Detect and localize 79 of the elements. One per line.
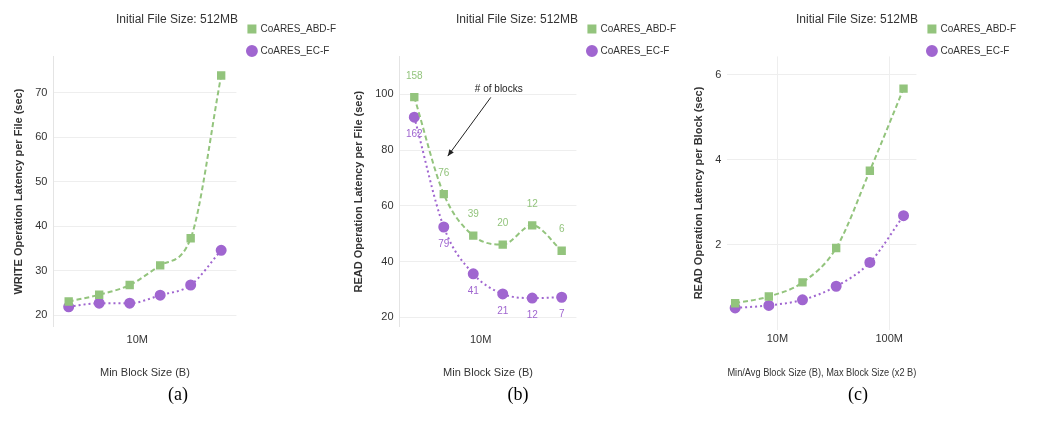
annotation: 39 [467, 208, 480, 220]
point [764, 292, 774, 301]
y-axis-title: READ Operation Latency per Block (sec) [691, 86, 704, 300]
y-tick-label: 60 [35, 130, 48, 143]
x-axis-title: Min/Avg Block Size (B), Max Block Size (x2 B) [727, 366, 917, 379]
point [408, 111, 420, 123]
y-axis-title: WRITE Operation Latency per File (sec) [11, 88, 24, 295]
chart-title: Initial File Size: 512MB [115, 11, 239, 26]
annotation: 162 [405, 127, 424, 139]
y-tick-label: 40 [381, 254, 394, 267]
annotation: 12 [526, 198, 539, 210]
point [730, 299, 740, 308]
annotation: 76 [438, 166, 450, 178]
point [798, 278, 807, 287]
x-axis-title: Min Block Size (B) [100, 366, 190, 379]
annotation: 6 [558, 223, 565, 235]
annotation: # of blocks [474, 83, 523, 95]
y-tick-label: 6 [715, 67, 722, 80]
point [438, 221, 450, 233]
point [898, 210, 910, 222]
point [526, 292, 538, 304]
y-tick-label: 20 [381, 310, 394, 323]
y-tick-label: 40 [35, 219, 48, 232]
point [124, 297, 136, 309]
text: (c) [847, 384, 869, 406]
point [797, 294, 808, 306]
y-tick-label: 100 [375, 87, 394, 100]
annotation: 41 [467, 284, 480, 296]
point [899, 84, 908, 93]
point [528, 221, 537, 230]
text: (a) [167, 384, 189, 406]
point [216, 71, 226, 80]
chart-title: Initial File Size: 512MB [455, 11, 579, 26]
point [467, 268, 479, 280]
annotation: 20 [497, 217, 509, 229]
point [186, 234, 195, 243]
annotation: 158 [405, 69, 424, 81]
point [830, 280, 842, 292]
point [410, 92, 419, 102]
legend-label: CoARES_ABD-F [260, 22, 336, 34]
annotation: 79 [438, 237, 450, 249]
point [864, 256, 876, 268]
point [557, 246, 566, 255]
legend-label: CoARES_ABD-F [600, 22, 676, 34]
point [125, 280, 134, 290]
legend-label: CoARES_EC-F [260, 44, 330, 56]
x-tick-label: 100M [875, 332, 903, 345]
y-tick-label: 80 [381, 143, 394, 156]
y-tick-label: 20 [35, 308, 48, 321]
point [832, 243, 841, 253]
point [154, 289, 166, 301]
point [95, 290, 104, 299]
y-tick-label: 50 [35, 174, 48, 187]
annotation: 7 [558, 308, 565, 319]
y-tick-label: 30 [35, 263, 48, 276]
annotation: 12 [526, 308, 539, 320]
point [498, 240, 507, 249]
point [497, 288, 509, 300]
point [439, 189, 448, 199]
x-axis-title: Min Block Size (B) [443, 366, 533, 379]
y-tick-label: 70 [35, 85, 48, 98]
text: (b) [506, 384, 530, 406]
chart-title: Initial File Size: 512MB [795, 11, 919, 26]
point [556, 291, 568, 303]
legend-label: CoARES_EC-F [940, 44, 1010, 56]
y-tick-label: 2 [715, 237, 722, 250]
point [865, 166, 875, 175]
point [469, 231, 478, 240]
y-axis-title: READ Operation Latency per File (sec) [351, 90, 364, 293]
legend-label: CoARES_EC-F [600, 44, 670, 56]
point [763, 299, 775, 311]
point [64, 297, 73, 306]
annotation: 21 [497, 304, 509, 316]
point [185, 279, 197, 291]
y-tick-label: 60 [381, 198, 394, 211]
y-tick-label: 4 [715, 152, 722, 165]
legend-label: CoARES_ABD-F [940, 22, 1016, 34]
point [156, 261, 165, 270]
point [215, 244, 227, 256]
